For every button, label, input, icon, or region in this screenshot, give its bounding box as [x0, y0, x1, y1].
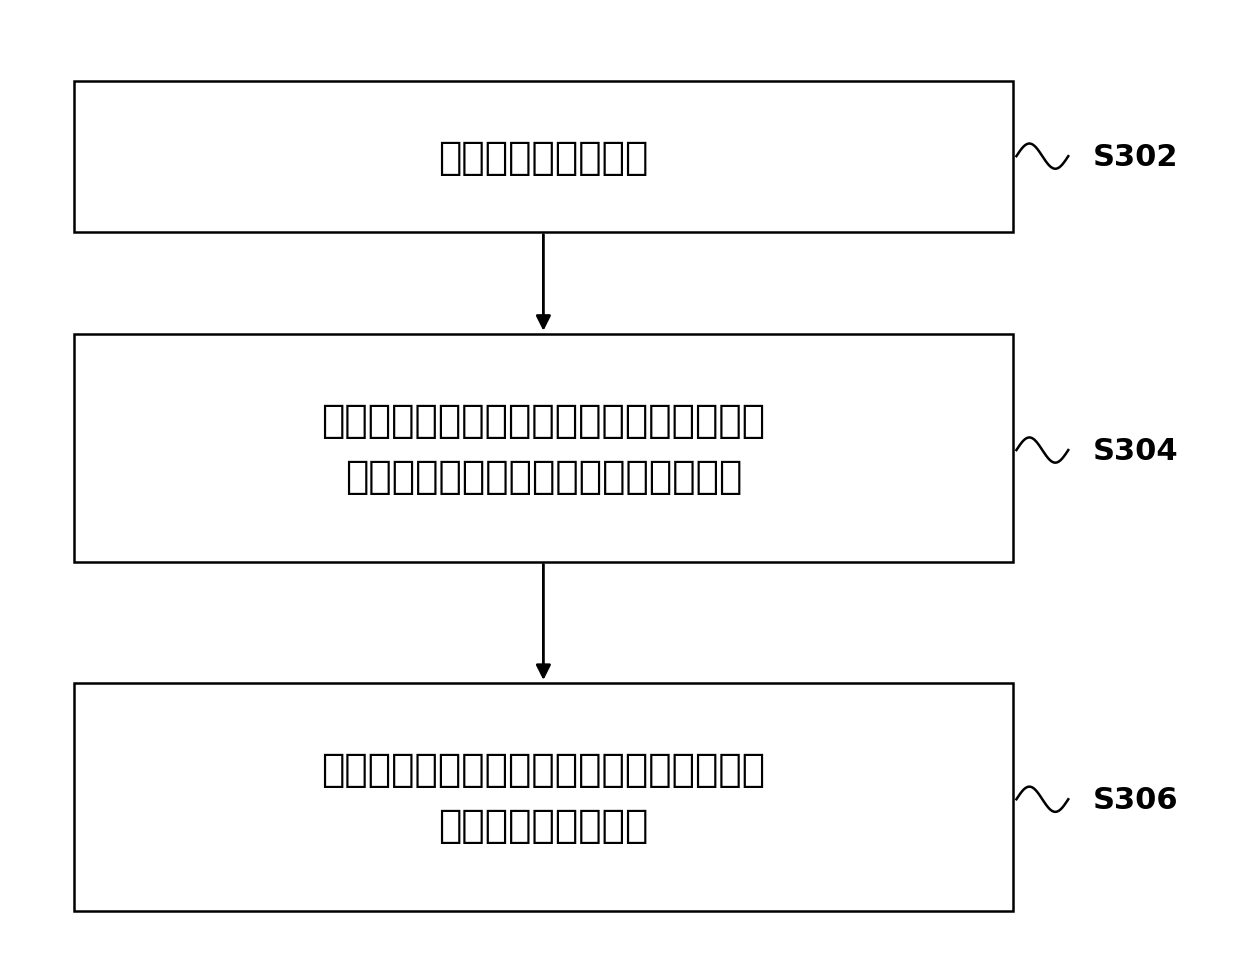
- Text: S302: S302: [1093, 142, 1178, 172]
- Text: S304: S304: [1093, 436, 1178, 465]
- Text: 当低功耗模式信号为高电平信号时，控制第
一寄存器输出低电平信号至时钟门控器: 当低功耗模式信号为高电平信号时，控制第 一寄存器输出低电平信号至时钟门控器: [321, 401, 766, 495]
- Text: 接收低功耗模式信号: 接收低功耗模式信号: [438, 139, 648, 176]
- Bar: [74, 334, 1013, 562]
- Bar: [74, 82, 1013, 233]
- Bar: [74, 683, 1013, 911]
- Text: 控制时钟门控器输出低电平信号至负载，以
使负载处于静止状态: 控制时钟门控器输出低电平信号至负载，以 使负载处于静止状态: [321, 750, 766, 844]
- Text: S306: S306: [1093, 785, 1178, 814]
